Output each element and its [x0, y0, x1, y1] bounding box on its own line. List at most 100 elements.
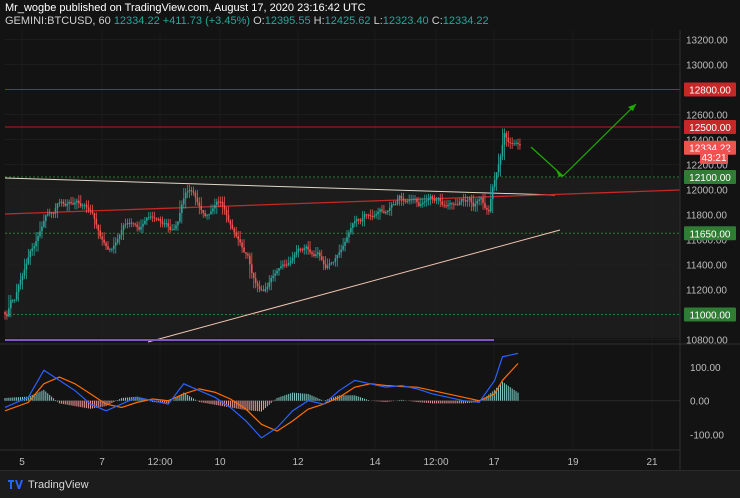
- candle-body: [295, 251, 298, 255]
- price-axis[interactable]: 13200.0013000.0012800.0012600.0012400.00…: [686, 36, 728, 347]
- candle-body: [241, 242, 243, 248]
- candle-body: [418, 202, 420, 206]
- candle-body: [344, 241, 346, 246]
- candle-body: [198, 202, 201, 207]
- candle-body: [474, 203, 477, 207]
- candle-body: [493, 179, 496, 187]
- y-tick-label: 13200.00: [686, 36, 728, 47]
- candle-body: [179, 212, 181, 222]
- candle-body: [342, 245, 344, 250]
- candle-body: [146, 217, 148, 221]
- candle-body: [153, 217, 156, 219]
- candle-body: [184, 192, 187, 199]
- candle-body: [11, 299, 14, 301]
- candle-body: [239, 239, 241, 243]
- candle-body: [206, 215, 208, 217]
- candle-body: [258, 286, 261, 290]
- candle-body: [254, 278, 257, 284]
- candle-body: [27, 257, 30, 264]
- price-chart[interactable]: 13200.0013000.0012800.0012600.0012400.00…: [0, 0, 740, 470]
- candle-body: [421, 202, 424, 205]
- candle-body: [363, 214, 366, 218]
- candle-body: [52, 212, 55, 214]
- candle-body: [503, 133, 506, 145]
- macd-tick-label: 0.00: [690, 397, 710, 408]
- price-tag-text: 43:21: [701, 153, 726, 164]
- candle-body: [247, 254, 249, 256]
- tradingview-logo-icon: [8, 480, 23, 489]
- candle-body: [142, 223, 144, 227]
- candle-body: [456, 204, 459, 206]
- candle-body: [233, 228, 236, 233]
- y-tick-label: 11800.00: [686, 211, 727, 222]
- candle-body: [39, 231, 41, 236]
- candle-body: [101, 236, 103, 240]
- candle-body: [505, 133, 508, 138]
- candle-body: [97, 224, 100, 231]
- candle-body: [165, 223, 168, 225]
- candle-body: [414, 198, 416, 200]
- x-tick-label: 14: [369, 457, 381, 468]
- candle-body: [307, 246, 309, 250]
- candle-body: [470, 198, 473, 203]
- candle-body: [266, 286, 269, 289]
- candle-body: [225, 209, 228, 216]
- candle-body: [262, 290, 265, 292]
- time-axis[interactable]: 5 7 12:00 10 12 14 12:00 17 19 21: [19, 457, 658, 468]
- price-tag-bg: [700, 150, 728, 164]
- candle-body: [144, 220, 146, 224]
- candle-body: [107, 246, 109, 250]
- price-tag-bg: [684, 307, 736, 322]
- candle-body: [451, 203, 453, 205]
- candle-body: [13, 299, 16, 301]
- candle-body: [322, 260, 325, 265]
- candle-body: [169, 226, 171, 230]
- candle-body: [260, 289, 263, 291]
- candle-body: [429, 196, 432, 199]
- horizontal-levels: [5, 89, 680, 315]
- symbol-name: GEMINI:BTCUSD, 60: [5, 15, 111, 27]
- candle-body: [425, 200, 428, 202]
- tradingview-brand: TradingView: [28, 479, 89, 491]
- candle-body: [79, 203, 82, 207]
- price-tag-text: 12500.00: [689, 123, 731, 134]
- candle-body: [116, 238, 119, 243]
- candle-body: [177, 221, 179, 226]
- candle-body: [4, 312, 6, 315]
- candle-body: [460, 198, 463, 202]
- candle-body: [309, 249, 311, 253]
- low-label: L:: [373, 15, 383, 27]
- candle-body: [416, 198, 418, 203]
- publisher-line: Mr_wogbe published on TradingView.com, A…: [5, 2, 366, 14]
- x-tick-label: 12: [292, 457, 304, 468]
- candle-body: [499, 156, 502, 165]
- candle-body: [72, 203, 74, 205]
- candle-body: [223, 205, 226, 210]
- candle-body: [235, 232, 238, 237]
- candle-body: [330, 262, 333, 264]
- candle-body: [408, 200, 410, 202]
- candle-body: [336, 254, 339, 259]
- candle-body: [334, 258, 337, 262]
- candle-body: [103, 239, 105, 243]
- candle-body: [171, 229, 173, 231]
- candle-body: [427, 198, 430, 201]
- price-tag-text: 12100.00: [689, 173, 731, 184]
- candle-body: [48, 212, 51, 214]
- candle-body: [437, 198, 440, 200]
- candle-body: [41, 226, 43, 232]
- candle-body: [186, 191, 189, 193]
- price-tag-text: 12334.22: [689, 144, 731, 155]
- candle-body: [449, 203, 451, 205]
- candle-body: [58, 202, 61, 204]
- candle-body: [23, 269, 26, 276]
- candle-body: [317, 252, 319, 255]
- candle-body: [332, 261, 335, 263]
- candle-body: [293, 254, 296, 258]
- candle-body: [412, 199, 414, 201]
- arrow-head-down: [556, 170, 563, 177]
- candle-body: [299, 248, 302, 250]
- candle-body: [167, 223, 170, 227]
- candle-body: [443, 204, 445, 206]
- candle-body: [439, 198, 442, 202]
